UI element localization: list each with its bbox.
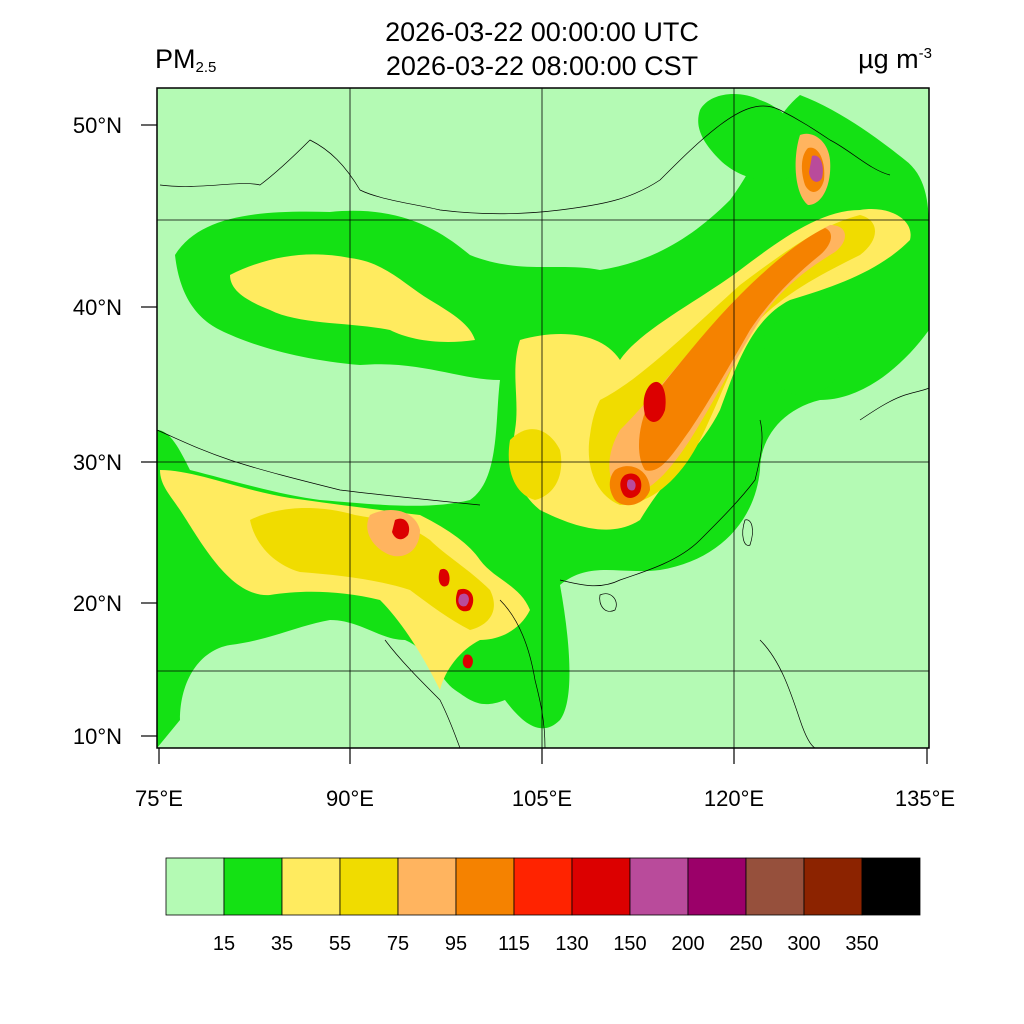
longitude-labels: 75°E 90°E 105°E 120°E 135°E — [135, 786, 955, 811]
title-utc: 2026-03-22 00:00:00 UTC — [385, 17, 699, 47]
lon-label-75: 75°E — [135, 786, 183, 811]
colorbar-box-10 — [745, 857, 805, 916]
lat-label-20: 20°N — [73, 591, 122, 616]
lon-label-90: 90°E — [326, 786, 374, 811]
colorbar-label-130: 130 — [555, 933, 588, 955]
colorbar-label-150: 150 — [613, 933, 646, 955]
variable-name: PM — [155, 44, 196, 74]
lon-label-105: 105°E — [512, 786, 572, 811]
colorbar: 15 35 55 75 95 115 130 150 200 250 300 350 — [165, 857, 921, 955]
colorbar-box-9 — [687, 857, 747, 916]
lon-label-120: 120°E — [704, 786, 764, 811]
colorbar-label-300: 300 — [787, 933, 820, 955]
colorbar-label-15: 15 — [213, 933, 235, 955]
colorbar-box-11 — [803, 857, 863, 916]
colorbar-label-200: 200 — [671, 933, 704, 955]
colorbar-label-350: 350 — [845, 933, 878, 955]
graticule — [157, 88, 929, 748]
lon-label-135: 135°E — [895, 786, 955, 811]
variable-label: PM2.5 — [155, 44, 216, 76]
latitude-labels: 50°N 40°N 30°N 20°N 10°N — [73, 113, 122, 749]
variable-subscript: 2.5 — [195, 59, 217, 76]
map-frame — [156, 87, 930, 749]
unit-label: µg m-3 — [858, 44, 932, 75]
colorbar-box-8 — [629, 857, 689, 916]
colorbar-labels: 15 35 55 75 95 115 130 150 200 250 300 350 — [213, 933, 879, 955]
unit-text: µg m — [858, 44, 919, 74]
lat-label-30: 30°N — [73, 450, 122, 475]
colorbar-label-75: 75 — [387, 933, 409, 955]
colorbar-box-3 — [339, 857, 399, 916]
colorbar-box-5 — [455, 857, 515, 916]
lat-label-10: 10°N — [73, 724, 122, 749]
colorbar-label-35: 35 — [271, 933, 293, 955]
level-200-250 — [458, 155, 823, 607]
colorbar-box-6 — [513, 857, 573, 916]
colorbar-label-250: 250 — [729, 933, 762, 955]
tick-marks — [141, 124, 928, 764]
colorbar-label-95: 95 — [445, 933, 467, 955]
colorbar-box-4 — [397, 857, 457, 916]
colorbar-box-2 — [281, 857, 341, 916]
colorbar-label-55: 55 — [329, 933, 351, 955]
map-plot-area — [156, 87, 930, 749]
colorbar-box-1 — [223, 857, 283, 916]
colorbar-label-115: 115 — [498, 933, 530, 955]
colorbar-box-12 — [861, 857, 921, 916]
colorbar-boxes — [165, 857, 921, 916]
unit-superscript: -3 — [918, 45, 932, 62]
lat-label-50: 50°N — [73, 113, 122, 138]
lat-label-40: 40°N — [73, 295, 122, 320]
boundaries — [156, 105, 930, 749]
title-cst: 2026-03-22 08:00:00 CST — [385, 51, 699, 81]
colorbar-box-0 — [165, 857, 225, 916]
colorbar-box-7 — [571, 857, 631, 916]
